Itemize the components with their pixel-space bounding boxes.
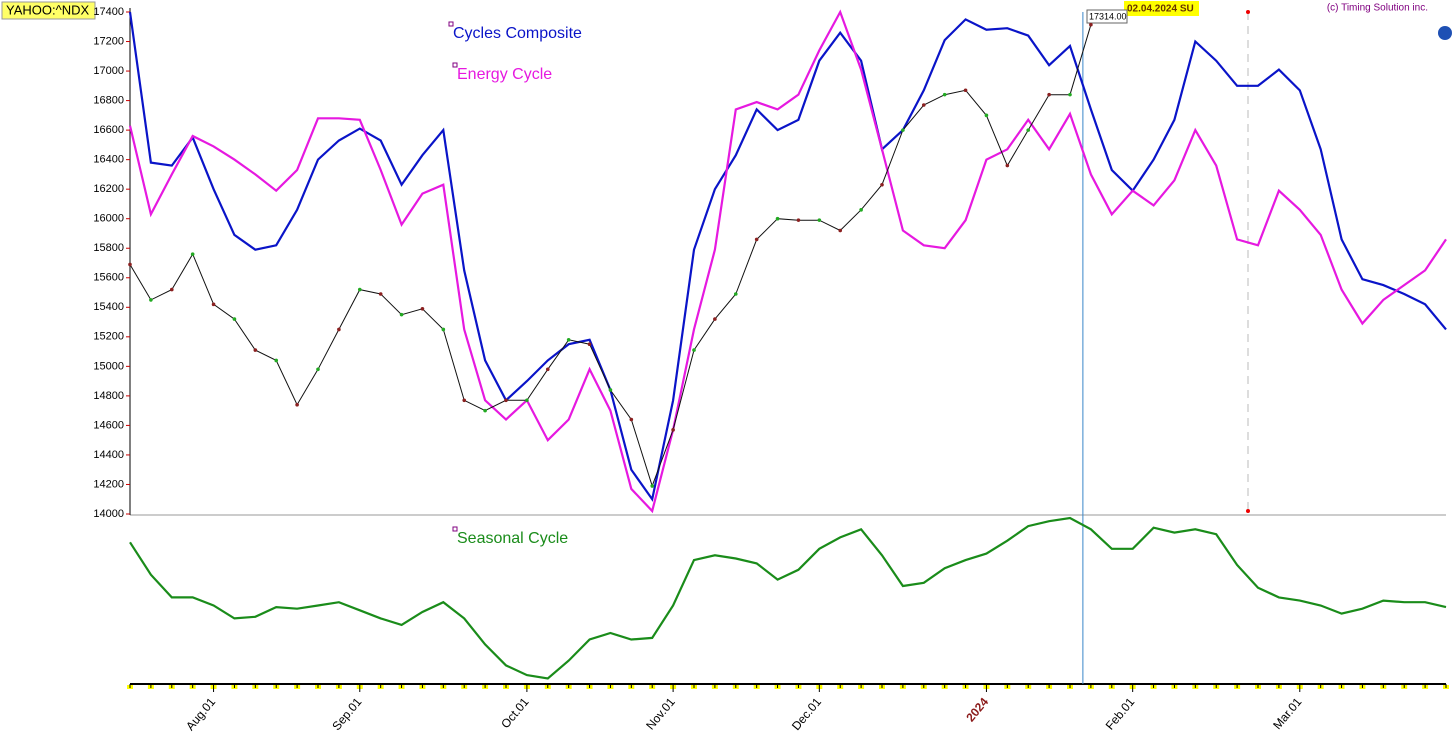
marker-dot	[1246, 509, 1250, 513]
price-point	[504, 398, 508, 403]
y-tick-label: 15000	[93, 360, 124, 372]
price-point	[901, 128, 905, 132]
y-tick-label: 16600	[93, 124, 124, 136]
price-point	[733, 292, 738, 296]
date-box	[1124, 1, 1199, 16]
y-tick-label: 15800	[93, 242, 124, 254]
price-point	[671, 428, 675, 432]
price-point	[545, 367, 550, 372]
price-point	[525, 398, 529, 403]
marker-dot	[1246, 10, 1250, 14]
legend-marker	[452, 62, 458, 68]
price-point	[337, 327, 341, 332]
y-tick-label: 15200	[93, 331, 124, 343]
price-point	[483, 408, 487, 413]
price-point	[650, 484, 655, 488]
price-point	[378, 292, 383, 296]
price-point	[796, 218, 801, 222]
price-point	[608, 388, 613, 392]
y-tick-label: 14000	[93, 508, 124, 520]
price-point	[963, 88, 968, 93]
price-point	[274, 358, 279, 363]
price-point	[942, 92, 947, 97]
price-point	[462, 398, 467, 403]
date-label: 02.04.2024 SU	[1127, 4, 1194, 15]
price-point	[838, 228, 843, 233]
y-tick-label: 16800	[93, 94, 124, 106]
globe-icon[interactable]	[1438, 26, 1452, 40]
price-point	[441, 327, 446, 332]
y-tick-label: 17200	[93, 35, 124, 47]
price-point	[692, 348, 696, 352]
y-tick-label: 14200	[93, 478, 124, 490]
price-label: 17314.00	[1089, 11, 1127, 21]
series-line	[128, 11, 1447, 502]
price-point	[880, 182, 884, 187]
legend-label: Seasonal Cycle	[457, 530, 568, 547]
price-point	[921, 103, 926, 107]
price-point	[629, 417, 634, 422]
price-point	[149, 298, 153, 302]
price-point	[1089, 22, 1093, 27]
y-tick-label: 16400	[93, 154, 124, 166]
price-point	[190, 252, 195, 256]
price-point	[211, 302, 216, 307]
price-point	[253, 348, 258, 352]
title-box	[1, 1, 96, 20]
price-point	[1068, 92, 1072, 97]
price-point	[1005, 163, 1010, 168]
price-point	[1026, 128, 1031, 132]
price-point	[775, 216, 780, 221]
y-tick-label: 17400	[93, 6, 124, 18]
price-point	[316, 367, 320, 372]
y-tick-label: 17000	[93, 65, 124, 77]
price-point	[1047, 92, 1051, 97]
legend-marker	[448, 21, 454, 27]
price-point	[713, 317, 717, 321]
price-point	[984, 113, 989, 118]
price-box	[1086, 9, 1128, 24]
y-tick-label: 14600	[93, 419, 124, 431]
price-point	[128, 262, 132, 267]
copyright: (c) Timing Solution inc.	[1327, 3, 1428, 14]
price-point	[587, 342, 592, 347]
y-tick-label: 14800	[93, 390, 124, 402]
price-point	[295, 402, 299, 407]
chart-title: YAHOO:^NDX	[6, 2, 89, 17]
price-point	[357, 287, 362, 292]
series-line	[128, 9, 1447, 514]
legend-label: Energy Cycle	[457, 66, 552, 83]
price-point	[399, 312, 404, 317]
legend-label: Cycles Composite	[453, 25, 582, 42]
series-line	[129, 516, 1447, 680]
y-tick-label: 15400	[93, 301, 124, 313]
y-tick-label: 15600	[93, 272, 124, 284]
price-point	[817, 218, 822, 222]
price-point	[566, 337, 571, 342]
y-tick-label: 16000	[93, 213, 124, 225]
y-tick-label: 16200	[93, 183, 124, 195]
legend-marker	[452, 526, 458, 532]
price-point	[232, 317, 237, 321]
price-point	[420, 306, 425, 311]
price-point	[169, 287, 174, 292]
price-point	[859, 208, 863, 212]
price-point	[754, 237, 759, 242]
y-tick-label: 14400	[93, 449, 124, 461]
